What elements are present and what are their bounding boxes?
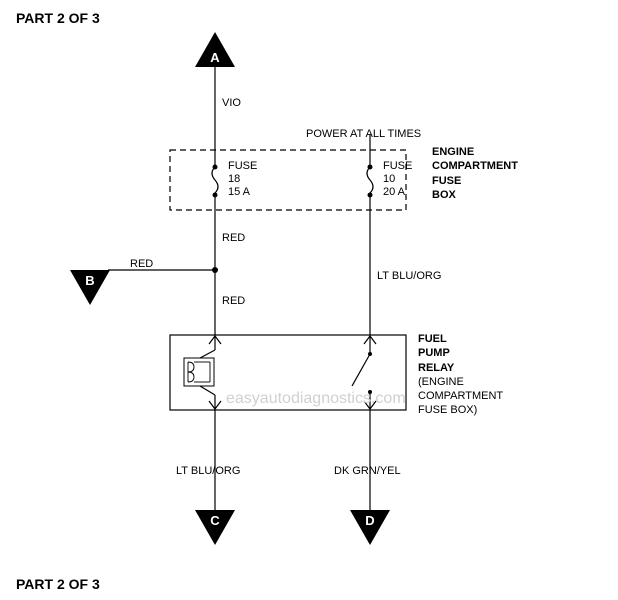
fuse1-num: 18 (228, 173, 240, 185)
fuse2-amp: 20 A (383, 186, 405, 198)
relay-s3: FUSE BOX) (418, 404, 477, 416)
fusebox-t2: COMPARTMENT (432, 160, 518, 172)
fusebox-t3: FUSE (432, 175, 461, 187)
relay-s1: (ENGINE (418, 376, 464, 388)
part-label-top: PART 2 OF 3 (16, 10, 100, 26)
wire-ltbluorg-2: LT BLU/ORG (176, 465, 240, 477)
watermark: easyautodiagnostics.com (226, 390, 406, 408)
wire-vio: VIO (222, 97, 241, 109)
wire-ltbluorg-1: LT BLU/ORG (377, 270, 441, 282)
fusebox-title: ENGINE COMPARTMENT FUSE BOX (432, 145, 518, 202)
fuse2-label: FUSE (383, 160, 412, 172)
relay-s2: COMPARTMENT (418, 390, 503, 402)
wire-red-1: RED (222, 232, 245, 244)
wire-red-2: RED (130, 258, 153, 270)
wire-dkgrnyel: DK GRN/YEL (334, 465, 401, 477)
fusebox-t1: ENGINE (432, 146, 474, 158)
relay-t2: PUMP (418, 347, 450, 359)
fuse2-num: 10 (383, 173, 395, 185)
connector-d-label: D (365, 513, 375, 528)
connector-b-label: B (85, 273, 95, 288)
relay-title: FUEL PUMP RELAY (ENGINE COMPARTMENT FUSE… (418, 332, 503, 418)
fusebox-t4: BOX (432, 189, 456, 201)
wire-red-3: RED (222, 295, 245, 307)
connector-c-label: C (210, 513, 220, 528)
connector-a-label: A (210, 50, 220, 65)
relay-t3: RELAY (418, 362, 454, 374)
power-label: POWER AT ALL TIMES (306, 128, 421, 140)
relay-t1: FUEL (418, 333, 447, 345)
fuse1-amp: 15 A (228, 186, 250, 198)
part-label-bottom: PART 2 OF 3 (16, 576, 100, 592)
diagram-canvas: PART 2 OF 3 PART 2 OF 3 easyautodiagnost… (0, 0, 618, 600)
fuse1-label: FUSE (228, 160, 257, 172)
